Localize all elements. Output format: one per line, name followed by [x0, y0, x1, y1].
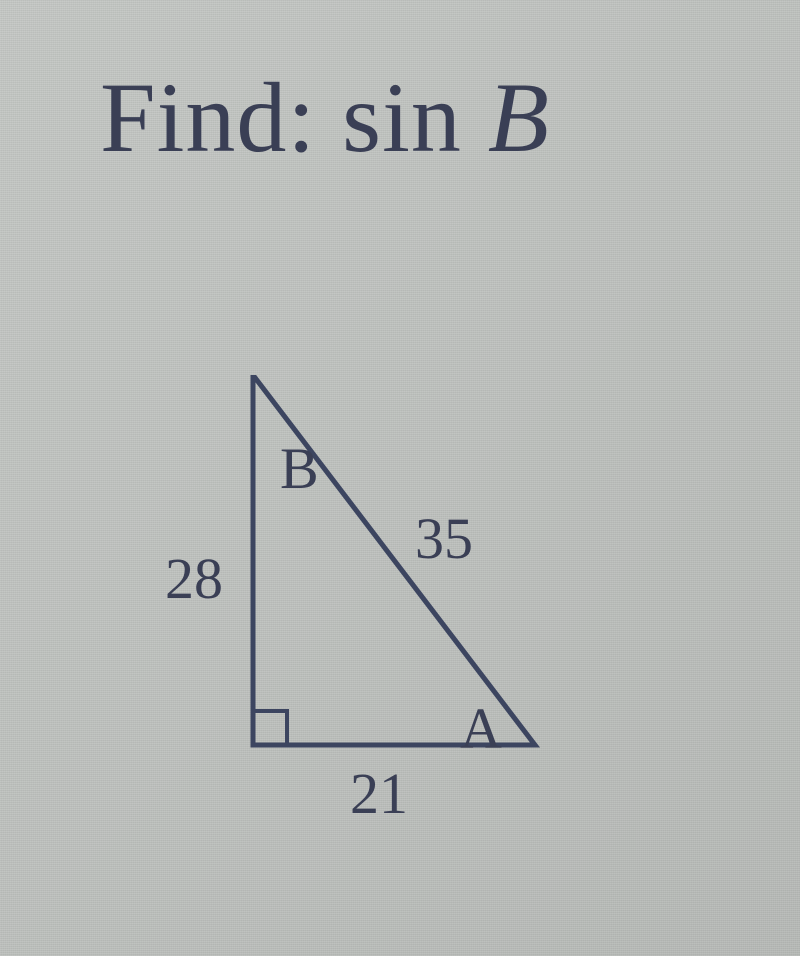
question-prompt: Find: sin B: [100, 60, 550, 175]
right-angle-marker: [253, 711, 287, 745]
triangle-outline: [253, 375, 535, 745]
side-label-vertical: 28: [165, 545, 223, 612]
prompt-prefix: Find: sin: [100, 62, 488, 173]
side-label-hypotenuse: 35: [415, 505, 473, 572]
prompt-variable: B: [488, 62, 550, 173]
triangle-diagram: B A 35 28 21: [205, 375, 585, 845]
side-label-base: 21: [350, 760, 408, 827]
angle-label-a: A: [460, 695, 502, 762]
angle-label-b: B: [280, 435, 319, 502]
